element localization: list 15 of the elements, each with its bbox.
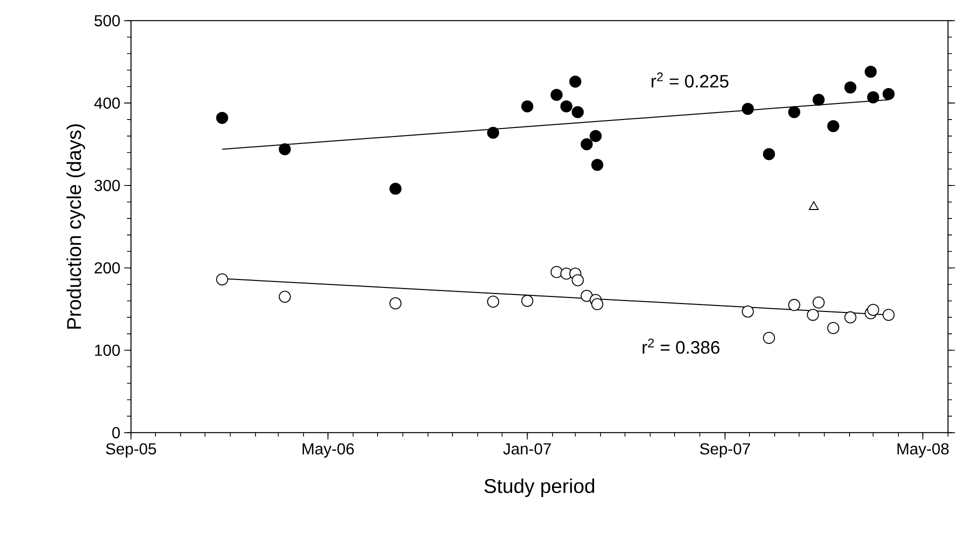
annotation: r$^{2}$ = 0.225 (652, 72, 728, 88)
x-tick-label: Sep-05 (106, 443, 156, 458)
y-tick-label: 300 (94, 180, 120, 192)
y-tick-label: 500 (94, 15, 120, 26)
y-tick-label: 200 (94, 262, 120, 274)
x-tick-label: Jan-07 (503, 443, 551, 454)
y-tick-label: 400 (94, 97, 120, 109)
y-axis-title: Production cycle (days) (66, 124, 86, 329)
x-tick-label: May-06 (302, 443, 354, 458)
x-tick-label: May-08 (898, 443, 949, 458)
x-tick-label: Sep-07 (700, 443, 750, 458)
annotation: r$^{2}$ = 0.386 (642, 338, 720, 354)
y-tick-label: 100 (95, 344, 120, 356)
y-tick-label: 0 (112, 427, 120, 438)
x-axis-title: Study period (484, 478, 594, 498)
